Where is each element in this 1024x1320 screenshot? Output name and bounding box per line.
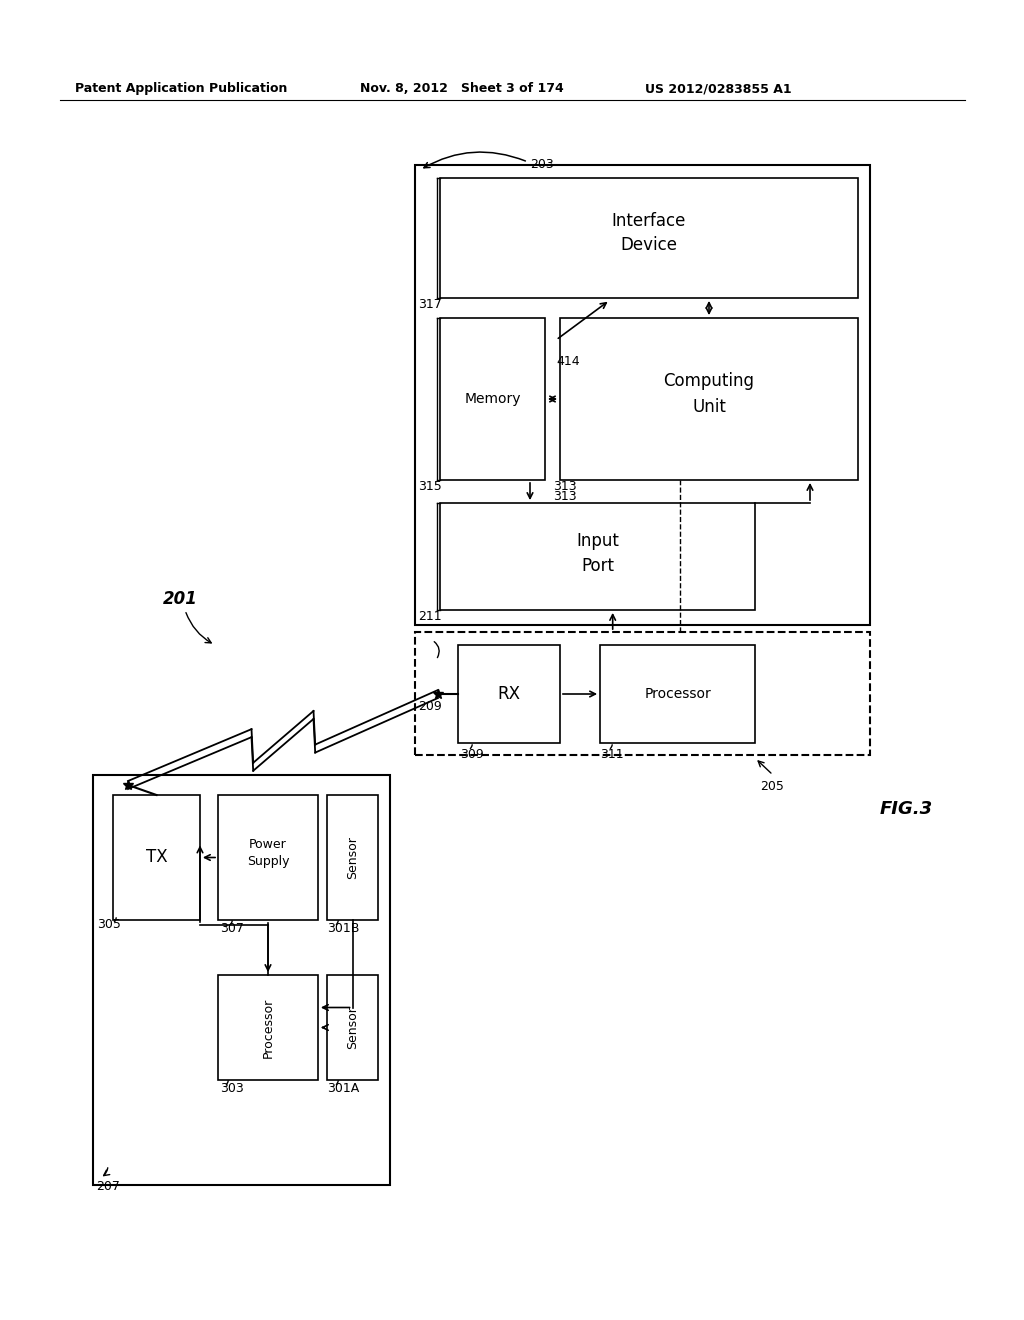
Bar bbox=[327, 795, 378, 920]
Text: FIG.3: FIG.3 bbox=[880, 800, 933, 818]
Text: 211: 211 bbox=[418, 610, 441, 623]
Bar bbox=[218, 975, 318, 1080]
Text: 203: 203 bbox=[530, 158, 554, 172]
Text: Patent Application Publication: Patent Application Publication bbox=[75, 82, 288, 95]
Text: 303: 303 bbox=[220, 1082, 244, 1096]
Text: 317: 317 bbox=[418, 298, 441, 312]
Text: TX: TX bbox=[145, 849, 167, 866]
Bar bbox=[415, 632, 870, 755]
Text: Sensor: Sensor bbox=[346, 1006, 359, 1049]
Text: 414: 414 bbox=[556, 355, 580, 368]
Text: 301B: 301B bbox=[327, 921, 359, 935]
Bar bbox=[93, 775, 390, 1185]
Text: Interface
Device: Interface Device bbox=[611, 211, 686, 255]
Text: Processor: Processor bbox=[261, 998, 274, 1057]
Text: RX: RX bbox=[498, 685, 520, 704]
Text: 313: 313 bbox=[553, 490, 577, 503]
Text: 315: 315 bbox=[418, 480, 441, 492]
Text: 205: 205 bbox=[760, 780, 784, 793]
Text: 313: 313 bbox=[553, 480, 577, 492]
Text: 309: 309 bbox=[460, 748, 483, 762]
Text: Nov. 8, 2012   Sheet 3 of 174: Nov. 8, 2012 Sheet 3 of 174 bbox=[360, 82, 564, 95]
Text: Input
Port: Input Port bbox=[577, 532, 618, 576]
Text: 207: 207 bbox=[96, 1180, 120, 1193]
Text: Processor: Processor bbox=[644, 686, 711, 701]
Text: Power
Supply: Power Supply bbox=[247, 837, 289, 867]
Text: 311: 311 bbox=[600, 748, 624, 762]
Bar bbox=[440, 503, 755, 610]
Bar bbox=[415, 165, 870, 624]
Bar bbox=[440, 178, 858, 298]
Text: Memory: Memory bbox=[464, 392, 521, 407]
Text: Computing
Unit: Computing Unit bbox=[664, 372, 755, 416]
Bar bbox=[113, 795, 200, 920]
Text: US 2012/0283855 A1: US 2012/0283855 A1 bbox=[645, 82, 792, 95]
Text: 201: 201 bbox=[163, 590, 198, 609]
Text: 307: 307 bbox=[220, 921, 244, 935]
Text: 209: 209 bbox=[418, 700, 441, 713]
Bar bbox=[440, 318, 545, 480]
Bar bbox=[560, 318, 858, 480]
Bar bbox=[458, 645, 560, 743]
Bar bbox=[218, 795, 318, 920]
Bar bbox=[600, 645, 755, 743]
Text: 305: 305 bbox=[97, 917, 121, 931]
Text: Sensor: Sensor bbox=[346, 836, 359, 879]
Bar bbox=[327, 975, 378, 1080]
Text: 301A: 301A bbox=[327, 1082, 359, 1096]
